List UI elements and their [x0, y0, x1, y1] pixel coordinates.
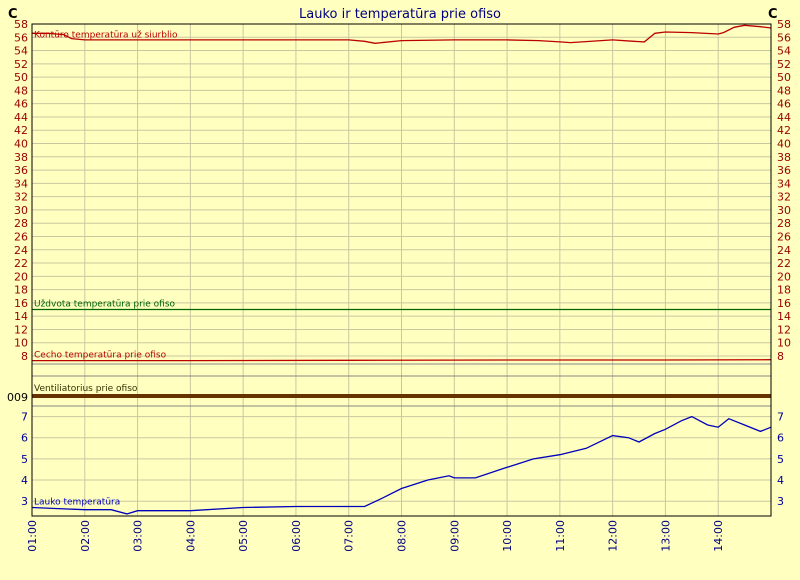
x-tick-label: 06:00: [290, 520, 303, 552]
grid: [31, 23, 771, 516]
series-line-kontur: [32, 24, 772, 44]
y-tick-label-right: 5: [777, 453, 784, 466]
x-tick-label: 12:00: [607, 520, 620, 552]
y-tick-label: 6: [21, 432, 28, 445]
plot-frame: [31, 23, 772, 517]
y-tick-label: 16: [14, 297, 28, 310]
y-tick-label-right: 30: [777, 204, 791, 217]
x-tick-label: 10:00: [501, 520, 514, 552]
x-tick-label: 14:00: [712, 520, 725, 552]
series-line-lauko: [31, 415, 772, 515]
y-tick-label: 52: [14, 58, 28, 71]
series-label-lauko: Lauko temperatūra: [34, 498, 120, 508]
y-tick-label-right: 54: [777, 45, 791, 58]
y-tick-label-right: 52: [777, 58, 791, 71]
y-tick-label-right: 10: [777, 337, 791, 350]
y-tick-label: 54: [14, 45, 28, 58]
y-tick-label: 3: [21, 495, 28, 508]
y-tick-label-right: 28: [777, 217, 791, 230]
x-tick-label: 01:00: [26, 520, 39, 552]
y-tick-label: 24: [14, 244, 28, 257]
y-tick-label: 42: [14, 124, 28, 137]
y-tick-label: 22: [14, 257, 28, 270]
x-tick-label: 02:00: [79, 520, 92, 552]
y-tick-label: 40: [14, 138, 28, 151]
y-tick-label-right: 38: [777, 151, 791, 164]
y-tick-label: 7: [21, 411, 28, 424]
chart-title: Lauko ir temperatūra prie ofiso: [299, 7, 501, 22]
y-tick-label: 009: [7, 391, 28, 404]
y-tick-label-right: 50: [777, 71, 791, 84]
y-tick-label-right: 4: [777, 474, 784, 487]
labels-layer: Kontūro temperatūra už siurblio Uždvota t…: [34, 30, 178, 507]
series-label-ventiliatorius: Ventiliatorius prie ofiso: [34, 384, 138, 394]
x-tick-label: 08:00: [396, 520, 409, 552]
y-tick-label-right: 7: [777, 411, 784, 424]
y-tick-label: 12: [14, 323, 28, 336]
y-tick-label: 56: [14, 31, 28, 44]
y-tick-label: 20: [14, 270, 28, 283]
x-tick-label: 11:00: [554, 520, 567, 552]
x-tick-label: 09:00: [448, 520, 461, 552]
y-tick-label-right: 56: [777, 31, 791, 44]
y-tick-label-right: 58: [777, 18, 791, 31]
y-tick-label-right: 26: [777, 230, 791, 243]
y-tick-label-right: 20: [777, 270, 791, 283]
y-tick-label: 46: [14, 98, 28, 111]
y-tick-label-right: 22: [777, 257, 791, 270]
unit-label-right: C: [768, 7, 778, 22]
y-tick-label: 32: [14, 191, 28, 204]
x-tick-label: 03:00: [132, 520, 145, 552]
series-line-cecho: [32, 359, 772, 362]
y-tick-label: 10: [14, 337, 28, 350]
y-tick-label-right: 40: [777, 138, 791, 151]
y-tick-label-right: 18: [777, 284, 791, 297]
x-tick-label: 07:00: [343, 520, 356, 552]
y-tick-label: 44: [14, 111, 28, 124]
y-tick-label: 14: [14, 310, 28, 323]
y-tick-label: 34: [14, 177, 28, 190]
series-label-uzdvota: Uždvota temperatūra prie ofiso: [34, 300, 176, 310]
y-tick-label: 50: [14, 71, 28, 84]
y-tick-label: 38: [14, 151, 28, 164]
y-tick-label-right: 36: [777, 164, 791, 177]
y-tick-label-right: 12: [777, 323, 791, 336]
y-tick-label: 30: [14, 204, 28, 217]
y-tick-label: 58: [14, 18, 28, 31]
y-tick-label: 36: [14, 164, 28, 177]
y-tick-label-right: 24: [777, 244, 791, 257]
y-tick-label-right: 42: [777, 124, 791, 137]
x-tick-label: 04:00: [184, 520, 197, 552]
x-tick-label: 05:00: [237, 520, 250, 552]
x-tick-label: 13:00: [659, 520, 672, 552]
y-tick-label: 8: [21, 350, 28, 363]
y-tick-label-right: 46: [777, 98, 791, 111]
y-tick-label-right: 48: [777, 84, 791, 97]
y-tick-label-right: 44: [777, 111, 791, 124]
y-tick-label: 26: [14, 230, 28, 243]
y-tick-label-right: 16: [777, 297, 791, 310]
y-tick-label: 18: [14, 284, 28, 297]
y-tick-label: 4: [21, 474, 28, 487]
y-tick-label: 28: [14, 217, 28, 230]
y-tick-label-right: 8: [777, 350, 784, 363]
series-label-kontur: Kontūro temperatūra už siurblio: [34, 30, 178, 40]
unit-label-left: C: [8, 7, 18, 22]
y-tick-label-right: 32: [777, 191, 791, 204]
y-tick-label-right: 3: [777, 495, 784, 508]
series-label-cecho: Cecho temperatūra prie ofiso: [34, 351, 167, 361]
series-layer: [31, 24, 772, 515]
y-tick-label: 48: [14, 84, 28, 97]
y-tick-label-right: 14: [777, 310, 791, 323]
y-tick-label: 5: [21, 453, 28, 466]
y-tick-label-right: 34: [777, 177, 791, 190]
y-tick-label-right: 6: [777, 432, 784, 445]
